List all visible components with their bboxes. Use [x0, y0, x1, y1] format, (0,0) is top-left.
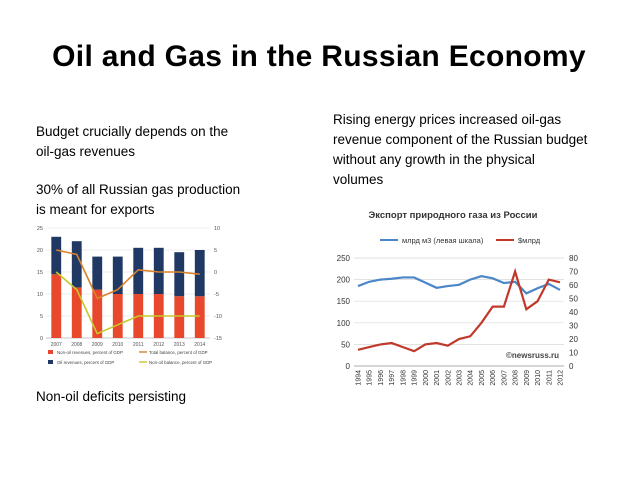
y-tick-label: 25 — [37, 226, 43, 232]
y-tick-label: 10 — [37, 292, 43, 298]
x-tick-label: 1998 — [400, 370, 407, 386]
y-tick-label: 0 — [346, 362, 351, 371]
legend-label: $млрд — [518, 236, 541, 245]
y-tick-label: 20 — [37, 248, 43, 254]
x-tick-label: 1995 — [367, 370, 374, 386]
gas-export-chart-svg: Экспорт природного газа из России млрд м3… — [337, 210, 579, 386]
x-tick-label: 2014 — [194, 342, 205, 348]
x-tick-label: 2002 — [445, 370, 452, 386]
y2-tick-label: -10 — [214, 314, 222, 320]
bar-oil-revenue — [174, 252, 185, 297]
y2-tick-label: 80 — [569, 254, 578, 263]
exports-text: 30% of all Russian gas production is mea… — [36, 182, 241, 217]
y2-tick-label: 50 — [569, 295, 578, 304]
bar-oil-revenue — [153, 247, 164, 294]
budget-text: Budget crucially depends on the oil-gas … — [36, 124, 229, 159]
x-tick-label: 2003 — [457, 370, 464, 386]
deficits-text: Non-oil deficits persisting — [36, 389, 187, 404]
bar-non-oil-revenue — [71, 287, 82, 338]
budget-chart-svg: 0 5 10 15 20 25 -15 -10 -5 0 5 10 2007 2008 2009 2010 20… — [37, 226, 222, 365]
y-tick-label: 15 — [37, 270, 43, 276]
x-tick-label: 2008 — [513, 370, 520, 386]
legend-swatch — [48, 350, 53, 354]
chart-title: Экспорт природного газа из России — [369, 210, 538, 221]
bar-non-oil-revenue — [194, 296, 205, 338]
x-tick-label: 2006 — [490, 370, 497, 386]
x-tick-label: 2009 — [92, 342, 103, 348]
y2-tick-label: 0 — [214, 270, 217, 276]
slide-title: Oil and Gas in the Russian Economy — [52, 40, 586, 73]
x-tick-label: 2008 — [71, 342, 82, 348]
bar-non-oil-revenue — [112, 294, 123, 338]
legend-label: Total balance, percent of GDP — [149, 350, 208, 355]
x-tick-label: 2010 — [112, 342, 123, 348]
x-tick-label: 2001 — [434, 370, 441, 386]
gas-export-chart: Экспорт природного газа из России млрд м3… — [318, 206, 588, 402]
legend-label: Non-oil balance, percent of GDP — [149, 360, 212, 365]
legend-swatch — [48, 360, 53, 364]
legend-label: млрд м3 (левая шкала) — [402, 236, 484, 245]
x-tick-label: 1997 — [389, 370, 396, 386]
x-tick-label: 2010 — [535, 370, 542, 386]
bar-non-oil-revenue — [174, 296, 185, 338]
x-tick-label: 2012 — [153, 342, 164, 348]
bar-oil-revenue — [194, 250, 205, 297]
x-tick-label: 2011 — [133, 342, 144, 348]
x-tick-label: 2013 — [174, 342, 185, 348]
y2-tick-label: 70 — [569, 268, 578, 277]
volume-line — [357, 275, 561, 295]
x-tick-label: 2012 — [558, 370, 565, 386]
bar-non-oil-revenue — [92, 289, 103, 338]
y-tick-label: 250 — [337, 254, 351, 263]
y2-tick-label: 20 — [569, 335, 578, 344]
y-tick-label: 50 — [341, 340, 350, 349]
y-tick-label: 5 — [40, 314, 43, 320]
x-tick-label: 2007 — [51, 342, 62, 348]
y2-tick-label: 0 — [569, 362, 574, 371]
x-tick-label: 1999 — [412, 370, 419, 386]
x-tick-label: 2005 — [479, 370, 486, 386]
x-tick-label: 2000 — [423, 370, 430, 386]
balance-line — [56, 249, 200, 300]
y-tick-label: 200 — [337, 276, 351, 285]
y2-tick-label: 30 — [569, 322, 578, 331]
balance-line — [55, 271, 200, 335]
energy-prices-text: Rising energy prices increased oil-gas r… — [333, 112, 588, 187]
y-tick-label: 0 — [40, 336, 43, 342]
y2-tick-label: 10 — [569, 349, 578, 358]
bar-oil-revenue — [71, 241, 82, 288]
watermark: ©newsruss.ru — [506, 351, 559, 360]
y2-tick-label: 40 — [569, 308, 578, 317]
legend-label: Oil revenues, percent of GDP — [57, 360, 114, 365]
x-tick-label: 1996 — [378, 370, 385, 386]
x-tick-label: 2004 — [468, 370, 475, 386]
budget-chart: 0 5 10 15 20 25 -15 -10 -5 0 5 10 2007 2008 2009 2010 20… — [30, 220, 240, 380]
value-line — [357, 267, 561, 353]
y2-tick-label: -5 — [214, 292, 219, 298]
y2-tick-label: -15 — [214, 336, 222, 342]
x-tick-label: 2011 — [546, 370, 553, 385]
x-tick-label: 2009 — [524, 370, 531, 386]
y2-tick-label: 10 — [214, 226, 220, 232]
y2-tick-label: 5 — [214, 248, 217, 254]
y2-tick-label: 60 — [569, 281, 578, 290]
bar-non-oil-revenue — [51, 274, 62, 338]
bar-oil-revenue — [51, 236, 62, 275]
x-tick-label: 2007 — [501, 370, 508, 386]
bar-oil-revenue — [92, 256, 103, 290]
y-tick-label: 100 — [337, 319, 351, 328]
x-tick-label: 1994 — [356, 370, 363, 386]
y-tick-label: 150 — [337, 297, 351, 306]
legend-label: Non-oil revenues, percent of GDP — [57, 350, 123, 355]
bar-oil-revenue — [112, 256, 123, 294]
